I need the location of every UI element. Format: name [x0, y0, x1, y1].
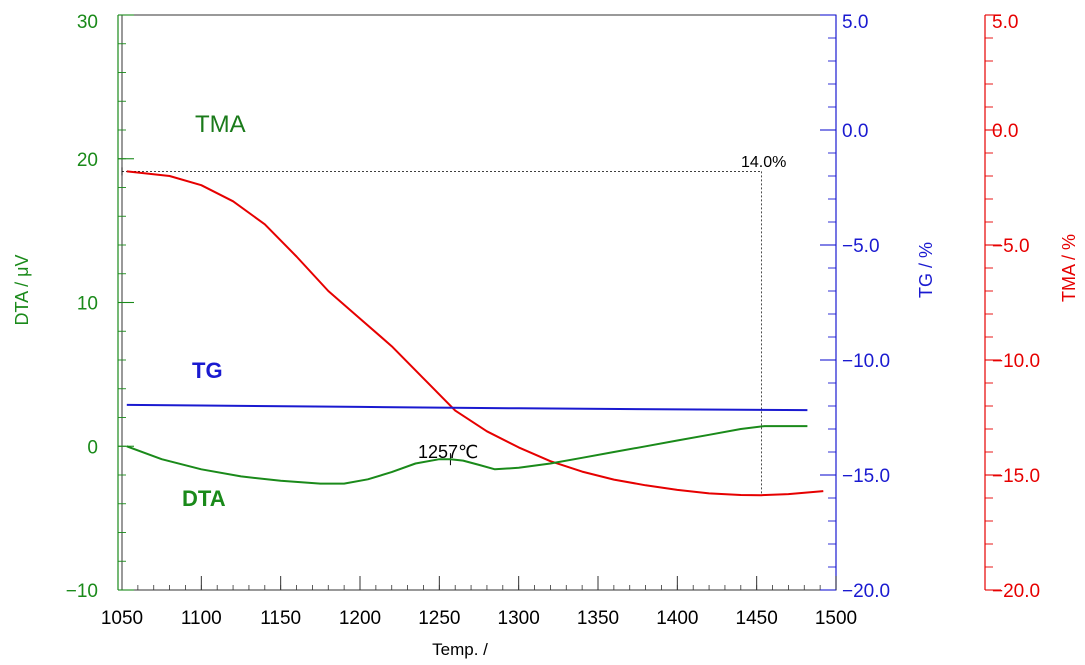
x-axis-title: Temp. /: [432, 640, 488, 659]
x-tick-label: 1400: [656, 608, 698, 629]
ticks-layer: 1050 1100 1150 1200 1250 1300 1350 1400 1450 1500…: [66, 12, 1040, 629]
tg-tick-label: −10.0: [842, 351, 890, 372]
dta-axis-title: DTA / μV: [12, 254, 32, 325]
x-tick-label: 1300: [498, 608, 540, 629]
dta-tick-label: 0: [87, 437, 98, 458]
x-tick-label: 1250: [418, 608, 460, 629]
tg-tick-label: −15.0: [842, 466, 890, 487]
x-tick-label: 1100: [181, 608, 222, 629]
tma-curve: [126, 170, 824, 497]
x-tick-label: 1150: [260, 608, 301, 629]
x-tick-label: 1200: [339, 608, 381, 629]
dta-curve: [126, 425, 808, 485]
plot-frame: [121, 14, 837, 591]
x-tick-label: 1500: [815, 608, 857, 629]
tma-tick-label: −15.0: [992, 466, 1040, 487]
tma-curve-label: TMA: [195, 111, 246, 138]
tma-axis-title: TMA / %: [1059, 234, 1079, 302]
tg-curve: [126, 403, 808, 412]
x-tick-label: 1050: [101, 608, 143, 629]
series-layer: [126, 170, 824, 497]
tma-tick-label: 0.0: [992, 121, 1018, 142]
dta-tick-label: −10: [66, 581, 98, 602]
tg-tick-label: 0.0: [842, 121, 868, 142]
shrinkage-label: 14.0%: [741, 154, 786, 171]
tma-tick-label: 5.0: [992, 12, 1018, 33]
dta-tick-label: 30: [77, 12, 98, 33]
x-tick-label: 1450: [736, 608, 778, 629]
tg-tick-label: −20.0: [842, 581, 890, 602]
tma-tick-label: −5.0: [992, 236, 1030, 257]
tg-tick-label: 5.0: [842, 12, 868, 33]
dta-tick-label: 20: [77, 150, 98, 171]
dta-tick-label: 10: [77, 294, 98, 315]
tg-axis-title: TG / %: [916, 242, 936, 298]
x-tick-label: 1350: [577, 608, 619, 629]
tma-tick-label: −10.0: [992, 351, 1040, 372]
dta-curve-label: DTA: [182, 486, 226, 511]
tg-curve-label: TG: [192, 358, 223, 383]
peak-temperature-label: 1257℃: [418, 442, 478, 462]
tma-tick-label: −20.0: [992, 581, 1040, 602]
tg-tick-label: −5.0: [842, 236, 880, 257]
